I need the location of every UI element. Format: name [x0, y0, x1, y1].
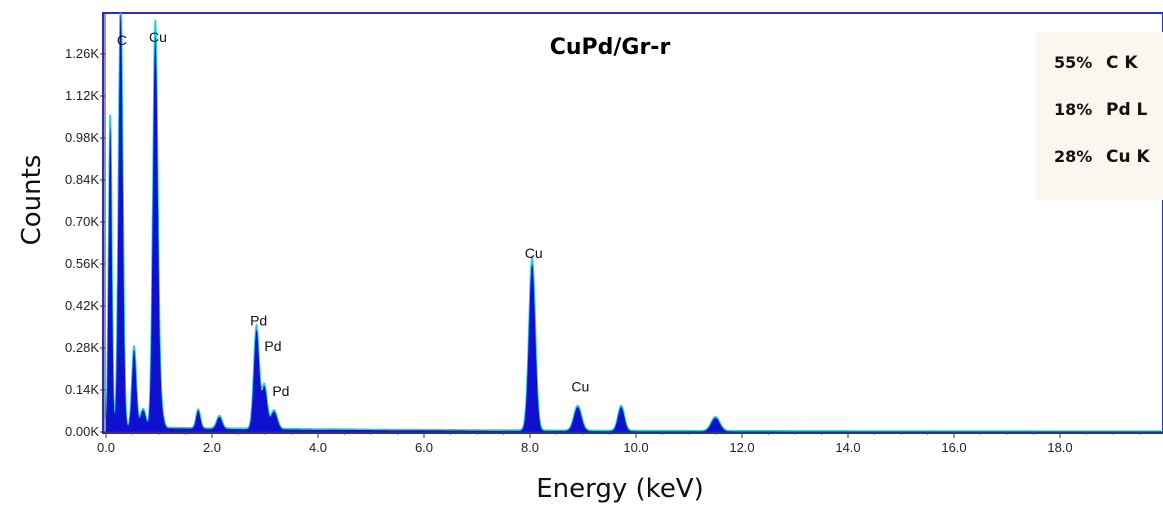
y-tick-label: 0.42K	[65, 298, 99, 313]
y-tick-label: 0.28K	[65, 340, 99, 355]
x-tick-label: 0.0	[97, 440, 115, 455]
x-tick-label: 6.0	[415, 440, 433, 455]
x-tick-label: 18.0	[1047, 440, 1072, 455]
peak-labels: C Cu Pd Pd Pd Cu Cu	[117, 29, 589, 399]
x-tick-label: 4.0	[309, 440, 327, 455]
x-axis-label: Energy (keV)	[536, 474, 704, 504]
chart-title: CuPd/Gr-r	[550, 35, 671, 60]
legend-box	[1036, 32, 1163, 200]
x-tick-label: 10.0	[623, 440, 648, 455]
peak-label: Cu	[149, 29, 167, 45]
legend-percent: 18%	[1054, 100, 1092, 119]
peak-label: Cu	[571, 379, 589, 395]
peak-label: Pd	[272, 383, 289, 399]
peak-label: C	[117, 32, 127, 48]
y-tick-label: 0.70K	[65, 214, 99, 229]
legend-element-label: Cu K	[1106, 147, 1150, 167]
legend-element-label: Pd L	[1106, 100, 1148, 120]
plot-frame	[102, 12, 1163, 434]
x-tick-label: 12.0	[729, 440, 754, 455]
x-tick-label: 16.0	[941, 440, 966, 455]
x-tick-label: 8.0	[521, 440, 539, 455]
x-tick-label: 2.0	[203, 440, 221, 455]
y-tick-label: 0.00K	[65, 424, 99, 439]
legend-percent: 28%	[1054, 147, 1092, 166]
y-tick-label: 0.98K	[65, 130, 99, 145]
y-tick-label: 1.26K	[65, 46, 99, 61]
legend: 55% C K 18% Pd L 28% Cu K	[1036, 32, 1163, 200]
y-axis-label: Counts	[17, 155, 47, 246]
x-tick-label: 14.0	[835, 440, 860, 455]
peak-label: Cu	[525, 245, 543, 261]
y-tick-label: 0.14K	[65, 382, 99, 397]
y-tick-label: 1.12K	[65, 88, 99, 103]
peak-label: Pd	[250, 313, 267, 329]
series-outline-0	[105, 13, 1163, 433]
legend-element-label: C K	[1106, 53, 1138, 73]
series-fill-0	[106, 14, 1163, 432]
spectrum-layer	[105, 13, 1163, 433]
y-tick-label: 0.56K	[65, 256, 99, 271]
legend-percent: 55%	[1054, 53, 1092, 72]
ticks-layer: 0.0 2.0 4.0 6.0 8.0 10.0 12.0 14.0 16.0 18.0 0.00K…	[65, 14, 1163, 455]
peak-label: Pd	[264, 338, 281, 354]
plot-area: 0.0 2.0 4.0 6.0 8.0 10.0 12.0 14.0 16.0 18.0 0.00K…	[65, 12, 1163, 455]
y-tick-label: 0.84K	[65, 172, 99, 187]
